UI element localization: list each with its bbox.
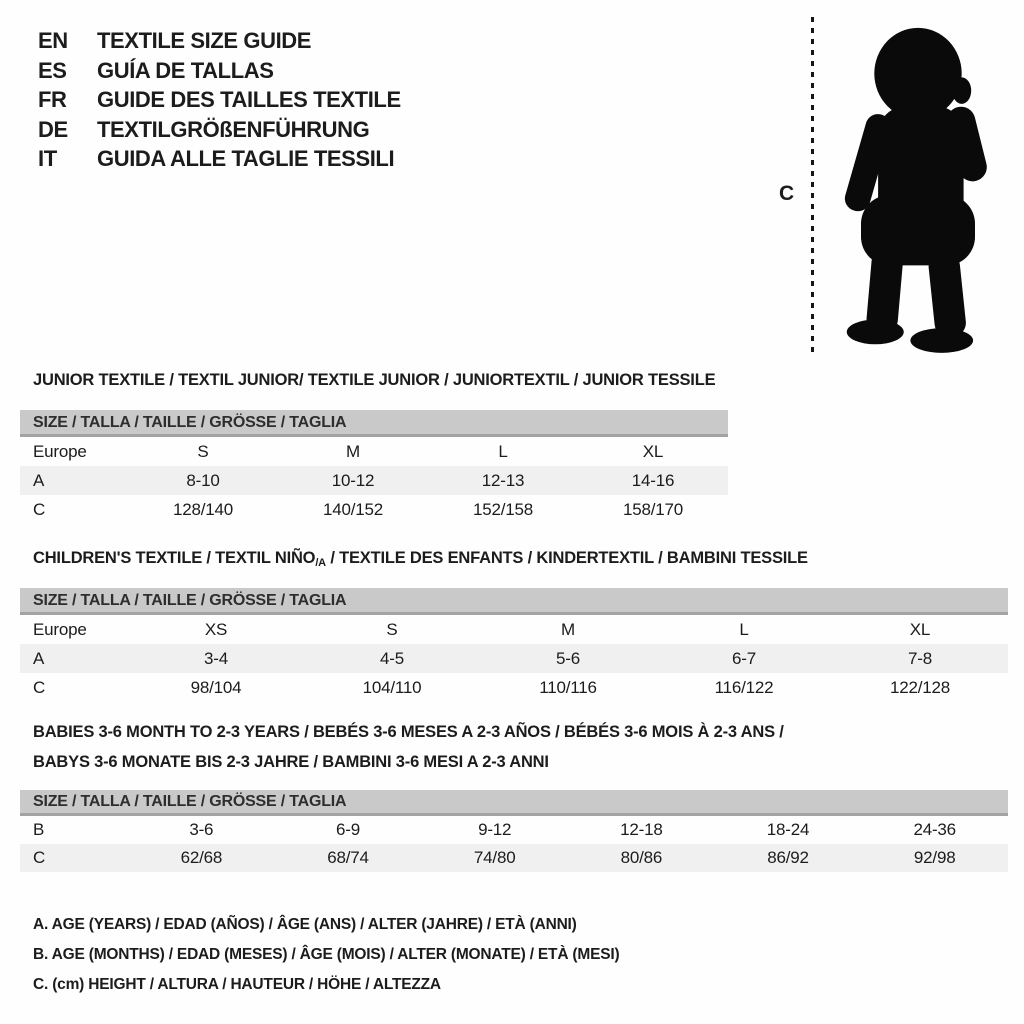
language-code: FR [38,87,67,112]
language-code: IT [38,146,57,171]
babies-size-table: SIZE / TALLA / TAILLE / GRÖSSE / TAGLIA … [20,790,1008,872]
table-cell: 92/98 [913,848,956,867]
table-cell: 24-36 [913,820,956,839]
row-label: B [33,820,45,839]
row-label: C [33,848,46,867]
table-cell: 128/140 [172,499,234,519]
table-row: B 3-6 6-9 9-12 12-18 18-24 24-36 [20,816,1008,844]
table-cell: 9-12 [478,820,512,839]
table-cell: 80/86 [620,848,663,867]
row-label: C [33,499,46,519]
table-cell: 116/122 [714,677,774,697]
junior-section-heading: JUNIOR TEXTILE / TEXTIL JUNIOR/ TEXTILE … [33,371,716,389]
table-cell: M [346,441,360,461]
language-code: DE [38,116,68,142]
table-cell: 10-12 [331,470,375,490]
table-cell: 152/158 [472,499,534,519]
children-heading-subscript: /A [315,557,326,569]
language-code: EN [38,28,68,53]
legend-line-c: C. (cm) HEIGHT / ALTURA / HAUTEUR / HÖHE… [33,976,441,993]
table-cell: XL [642,441,664,461]
table-cell: 12-18 [620,820,663,839]
table-row: A 3-4 4-5 5-6 6-7 7-8 [20,644,1008,673]
table-cell: 68/74 [327,848,369,867]
table-cell: 98/104 [190,677,242,697]
row-label: A [33,648,45,668]
language-row-en: EN TEXTILE SIZE GUIDE [38,26,401,56]
table-cell: 62/68 [180,848,223,867]
babies-heading-line2: BABYS 3-6 MONATE BIS 2-3 JAHRE / BAMBINI… [33,753,549,771]
table-cell: L [498,441,508,461]
table-cell: 6-9 [336,820,360,839]
row-label: C [33,677,46,697]
table-cell: L [739,619,749,639]
children-heading-text: / TEXTILE DES ENFANTS / KINDERTEXTIL / B… [325,549,808,567]
language-row-fr: FR GUIDE DES TAILLES TEXTILE [38,85,401,115]
table-row: C 128/140 140/152 152/158 158/170 [20,495,728,524]
language-list: EN TEXTILE SIZE GUIDE ES GUÍA DE TALLAS … [38,26,401,174]
table-cell: 6-7 [732,648,756,668]
measure-legend: A. AGE (YEARS) / EDAD (AÑOS) / ÂGE (ANS)… [33,910,620,1000]
language-row-de: DE TEXTILGRÖßENFÜHRUNG [38,115,401,145]
children-section-heading: CHILDREN'S TEXTILE / TEXTIL NIÑO/A / TEX… [33,543,808,578]
language-title: TEXTILGRÖßENFÜHRUNG [97,116,370,142]
table-cell: 7-8 [908,648,932,668]
height-dotted-line [811,17,814,357]
table-cell: 4-5 [380,648,404,668]
language-title: GUIDE DES TAILLES TEXTILE [97,87,401,112]
table-cell: XL [909,619,931,639]
table-cell: 140/152 [322,499,384,519]
table-cell: M [561,619,575,639]
size-table-header: SIZE / TALLA / TAILLE / GRÖSSE / TAGLIA [20,790,1008,816]
table-cell: S [386,619,398,639]
language-title: GUIDA ALLE TAGLIE TESSILI [97,146,395,171]
table-cell: 3-4 [204,648,228,668]
table-row: C 62/68 68/74 74/80 80/86 86/92 92/98 [20,844,1008,872]
language-title: TEXTILE SIZE GUIDE [97,28,312,53]
row-label: A [33,470,45,490]
babies-section-heading: BABIES 3-6 MONTH TO 2-3 YEARS / BEBÉS 3-… [33,717,784,777]
size-table-header: SIZE / TALLA / TAILLE / GRÖSSE / TAGLIA [20,410,728,437]
legend-line-b: B. AGE (MONTHS) / EDAD (MESES) / ÂGE (MO… [33,946,620,963]
height-measure-figure: C [775,12,1015,362]
table-cell: 14-16 [631,470,675,490]
table-cell: 18-24 [766,820,810,839]
table-row: Europe S M L XL [20,437,728,466]
table-cell: 110/116 [539,677,597,697]
language-code: ES [38,57,67,83]
table-cell: 3-6 [189,820,214,839]
table-cell: 5-6 [556,648,580,668]
table-cell: 104/110 [362,677,422,697]
row-label: Europe [33,441,87,461]
table-cell: 122/128 [889,677,951,697]
table-row: A 8-10 10-12 12-13 14-16 [20,466,728,495]
table-row: Europe XS S M L XL [20,615,1008,644]
table-cell: 74/80 [473,848,516,867]
legend-line-a: A. AGE (YEARS) / EDAD (AÑOS) / ÂGE (ANS)… [33,916,577,933]
language-title: GUÍA DE TALLAS [97,57,274,83]
junior-size-table: SIZE / TALLA / TAILLE / GRÖSSE / TAGLIA … [20,410,728,524]
height-measure-label: C [779,182,795,205]
table-row: C 98/104 104/110 110/116 116/122 122/128 [20,673,1008,702]
table-cell: 158/170 [622,499,684,519]
table-cell: 8-10 [186,470,220,490]
table-cell: 12-13 [481,470,525,490]
size-table-header: SIZE / TALLA / TAILLE / GRÖSSE / TAGLIA [20,588,1008,615]
toddler-silhouette-image [844,27,987,353]
children-heading-text: CHILDREN'S TEXTILE / TEXTIL NIÑO [33,549,316,567]
table-cell: 86/92 [767,848,809,867]
language-row-es: ES GUÍA DE TALLAS [38,56,401,86]
table-cell: XS [204,619,228,639]
language-row-it: IT GUIDA ALLE TAGLIE TESSILI [38,144,401,174]
children-size-table: SIZE / TALLA / TAILLE / GRÖSSE / TAGLIA … [20,588,1008,702]
babies-heading-line1: BABIES 3-6 MONTH TO 2-3 YEARS / BEBÉS 3-… [33,723,784,741]
table-cell: S [197,441,209,461]
row-label: Europe [33,619,87,639]
